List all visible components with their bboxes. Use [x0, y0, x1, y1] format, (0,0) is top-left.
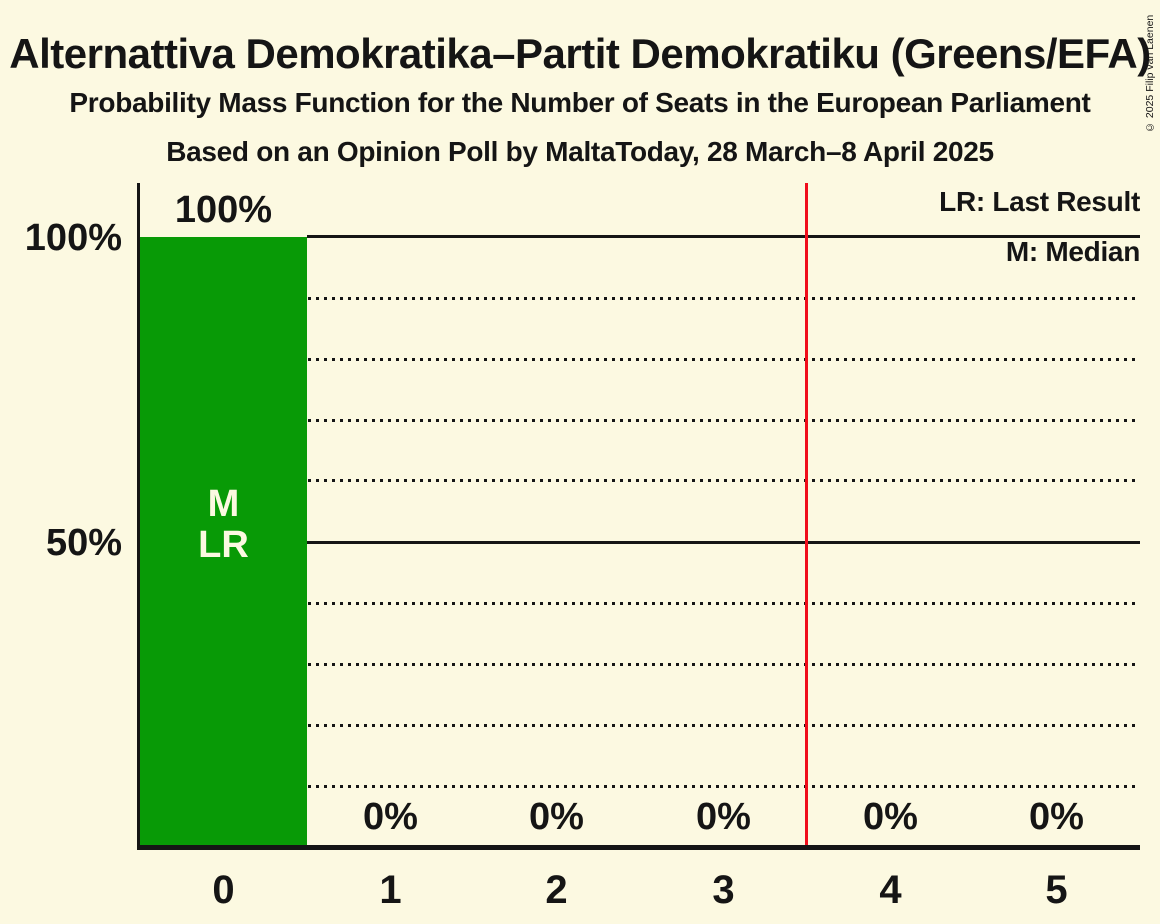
gridline-solid-100	[307, 235, 1140, 238]
copyright-notice: © 2025 Filip van Laenen	[1144, 14, 1156, 133]
value-label-seat-1: 0%	[363, 796, 418, 838]
x-tick-label-5: 5	[1045, 868, 1068, 912]
reference-line	[805, 183, 808, 845]
x-tick-label-4: 4	[879, 868, 902, 912]
legend-median: M: Median	[1005, 236, 1140, 267]
x-tick-label-0: 0	[212, 868, 235, 912]
x-axis-line	[137, 845, 1140, 850]
gridline-solid-50	[140, 541, 1140, 544]
value-label-seat-0: 100%	[174, 189, 273, 231]
gridline-dotted-40	[140, 602, 1140, 605]
last-result-marker: LR	[198, 524, 249, 566]
median-marker: M	[207, 483, 240, 525]
page-title: Alternattiva Demokratika–Partit Demokrat…	[9, 30, 1151, 77]
bar-seat-0	[140, 237, 307, 845]
gridline-dotted-30	[140, 663, 1140, 666]
value-label-seat-2: 0%	[529, 796, 584, 838]
poll-source-line: Based on an Opinion Poll by MaltaToday, …	[166, 136, 994, 167]
x-tick-label-2: 2	[545, 868, 568, 912]
x-tick-label-3: 3	[712, 868, 735, 912]
gridline-dotted-20	[140, 724, 1140, 727]
y-tick-label-50: 50%	[45, 522, 122, 564]
y-tick-label-100: 100%	[24, 217, 122, 259]
gridline-dotted-70	[140, 419, 1140, 422]
x-tick-label-1: 1	[379, 868, 402, 912]
gridline-dotted-80	[140, 358, 1140, 361]
gridline-dotted-60	[140, 479, 1140, 482]
value-label-seat-4: 0%	[863, 796, 918, 838]
chart-subtitle: Probability Mass Function for the Number…	[69, 87, 1091, 118]
legend-last-result: LR: Last Result	[939, 186, 1140, 217]
y-axis-line	[137, 183, 140, 850]
value-label-seat-3: 0%	[696, 796, 751, 838]
value-label-seat-5: 0%	[1029, 796, 1084, 838]
gridline-dotted-10	[140, 785, 1140, 788]
bar-annotation-group: M LR	[140, 484, 307, 566]
gridline-dotted-90	[140, 297, 1140, 300]
